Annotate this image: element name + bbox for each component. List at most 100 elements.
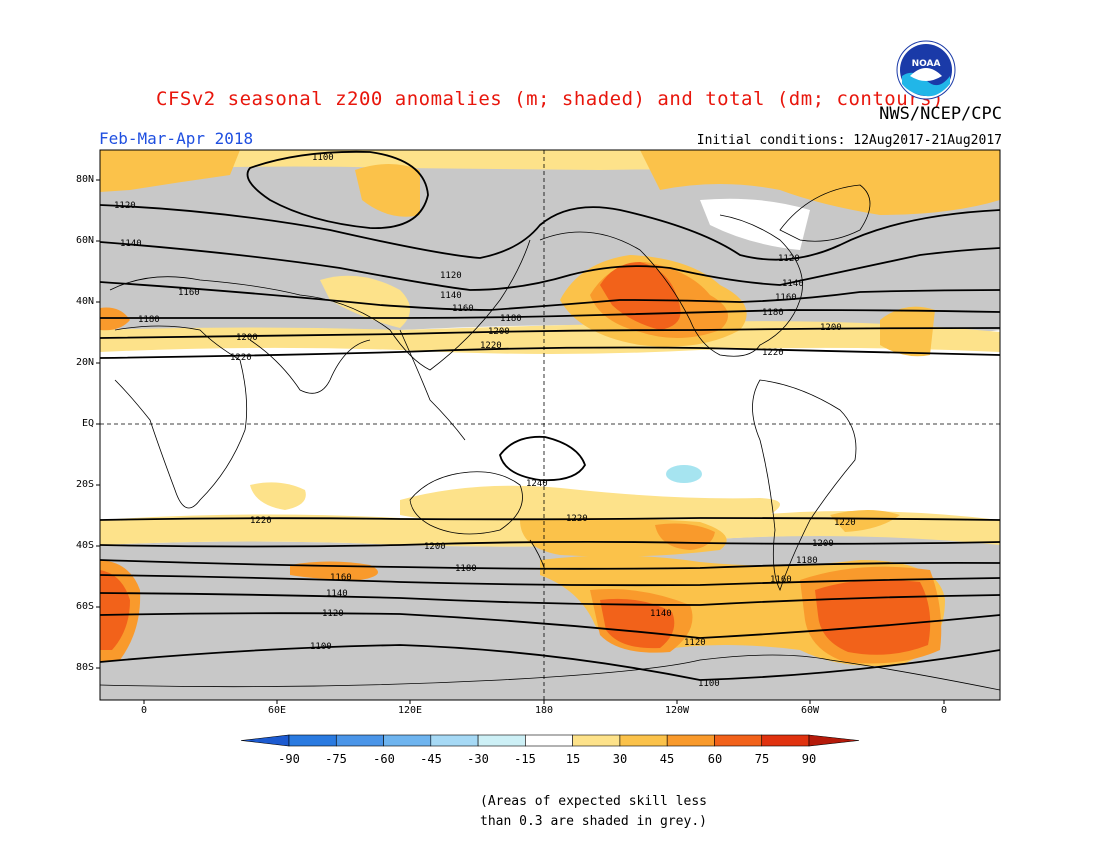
colorbar-cell bbox=[288, 734, 337, 747]
initial-conditions: Initial conditions: 12Aug2017-21Aug2017 bbox=[696, 133, 1002, 148]
colorbar-cell bbox=[477, 734, 526, 747]
colorbar-cell bbox=[761, 734, 810, 747]
contour-label: 1220 bbox=[834, 518, 856, 528]
contour-label: 1120 bbox=[778, 254, 800, 264]
contour-1180-north bbox=[100, 309, 1001, 319]
contour-label: 1180 bbox=[455, 564, 477, 574]
contour-1140-north bbox=[99, 241, 1001, 291]
forecast-period: Feb-Mar-Apr 2018 bbox=[99, 129, 254, 148]
lon-label: 60W bbox=[800, 705, 820, 716]
colorbar-cell bbox=[430, 734, 479, 747]
contour-label: 1100 bbox=[310, 642, 332, 652]
skill-note: (Areas of expected skill less than 0.3 a… bbox=[480, 792, 707, 832]
colorbar-tick: -30 bbox=[467, 752, 489, 766]
lon-label: 180 bbox=[534, 705, 554, 716]
contour-label: 1200 bbox=[236, 333, 258, 343]
contour-label: 1160 bbox=[770, 575, 792, 585]
colorbar-cell bbox=[619, 734, 668, 747]
axis-ticks bbox=[96, 179, 945, 704]
contour-label: 1220 bbox=[480, 341, 502, 351]
colorbar-tick: 30 bbox=[612, 752, 628, 766]
contour-1180-south bbox=[99, 559, 1001, 570]
svg-text:NOAA: NOAA bbox=[912, 59, 941, 69]
skill-note-line1: (Areas of expected skill less bbox=[480, 794, 707, 809]
skill-note-line2: than 0.3 are shaded in grey.) bbox=[480, 814, 707, 829]
lat-label: 20N bbox=[75, 357, 94, 368]
lon-label: 120E bbox=[397, 705, 423, 716]
contour-label: 1200 bbox=[812, 539, 834, 549]
lat-label: 60N bbox=[75, 235, 94, 246]
colorbar-tick: -90 bbox=[278, 752, 300, 766]
colorbar-cell bbox=[808, 734, 860, 747]
lon-label: 0 bbox=[940, 705, 948, 716]
contour-label: 1220 bbox=[566, 514, 588, 524]
contour-label: 1200 bbox=[424, 542, 446, 552]
contour-label: 1140 bbox=[326, 589, 348, 599]
skill-mask-north bbox=[100, 150, 1000, 338]
colorbar-tick: 90 bbox=[801, 752, 817, 766]
lat-label: 40S bbox=[75, 540, 94, 551]
colorbar-cell bbox=[335, 734, 384, 747]
colorbar-cell bbox=[383, 734, 432, 747]
anomaly-shading bbox=[100, 150, 1000, 700]
contour-label: 1160 bbox=[775, 293, 797, 303]
contour-label: 1100 bbox=[698, 679, 720, 689]
contour-labels: 1100 1120 1140 1160 1180 1200 1220 1120 … bbox=[114, 153, 856, 689]
contour-label: 1140 bbox=[120, 239, 142, 249]
colorbar-tick: 15 bbox=[565, 752, 581, 766]
colorbar-tick: -45 bbox=[420, 752, 442, 766]
contour-label: 1180 bbox=[138, 315, 160, 325]
contour-label: 1140 bbox=[440, 291, 462, 301]
colorbar-cell bbox=[714, 734, 763, 747]
contour-label: 1220 bbox=[250, 516, 272, 526]
contour-label: 1160 bbox=[178, 288, 200, 298]
contour-1100-south bbox=[99, 644, 1001, 681]
coastlines bbox=[100, 184, 1000, 691]
lon-label: 60E bbox=[267, 705, 287, 716]
contour-label: 1180 bbox=[796, 556, 818, 566]
contour-1120-south bbox=[99, 612, 1001, 639]
agency-label: NWS/NCEP/CPC bbox=[879, 104, 1002, 124]
chart-title: CFSv2 seasonal z200 anomalies (m; shaded… bbox=[156, 88, 944, 110]
colorbar-cell bbox=[525, 734, 573, 747]
contour-label: 1160 bbox=[330, 573, 352, 583]
contour-1160-north bbox=[99, 281, 1001, 311]
contour-label: 1140 bbox=[782, 279, 804, 289]
contour-1140-south bbox=[99, 592, 1001, 606]
contour-label: 1120 bbox=[440, 271, 462, 281]
contour-label: 1140 bbox=[650, 609, 672, 619]
colorbar-tick: -75 bbox=[325, 752, 347, 766]
colorbar-tick: -15 bbox=[514, 752, 536, 766]
map-frame bbox=[99, 149, 1001, 701]
lat-label: 20S bbox=[75, 479, 94, 490]
contour-label: 1240 bbox=[526, 479, 548, 489]
contour-label: 1200 bbox=[820, 323, 842, 333]
negative-anomaly bbox=[666, 465, 702, 483]
lat-label: 80S bbox=[75, 662, 94, 673]
lat-label: 80N bbox=[75, 174, 94, 185]
colorbar-tick: 45 bbox=[659, 752, 675, 766]
lon-label: 0 bbox=[140, 705, 148, 716]
contour-1100-north bbox=[246, 150, 429, 229]
contour-label: 1220 bbox=[762, 348, 784, 358]
contour-1200-north bbox=[99, 327, 1001, 339]
z200-contours bbox=[99, 150, 1001, 681]
contour-1220-north bbox=[99, 346, 1001, 359]
noaa-logo: NOAA bbox=[896, 40, 956, 100]
contour-label: 1180 bbox=[500, 314, 522, 324]
colorbar-cell bbox=[666, 734, 715, 747]
contour-label: 1160 bbox=[452, 304, 474, 314]
contour-label: 1180 bbox=[762, 308, 784, 318]
contour-label: 1120 bbox=[684, 638, 706, 648]
lat-label: EQ bbox=[81, 418, 94, 429]
colorbar-cell bbox=[240, 734, 290, 747]
colorbar-tick: -60 bbox=[373, 752, 395, 766]
lat-label: 60S bbox=[75, 601, 94, 612]
colorbar-tick: 75 bbox=[754, 752, 770, 766]
colorbar-cell bbox=[572, 734, 621, 747]
contour-1220-south bbox=[99, 517, 1001, 521]
contour-label: 1220 bbox=[230, 353, 252, 363]
contour-1120-north bbox=[99, 204, 1001, 261]
contour-label: 1120 bbox=[114, 201, 136, 211]
